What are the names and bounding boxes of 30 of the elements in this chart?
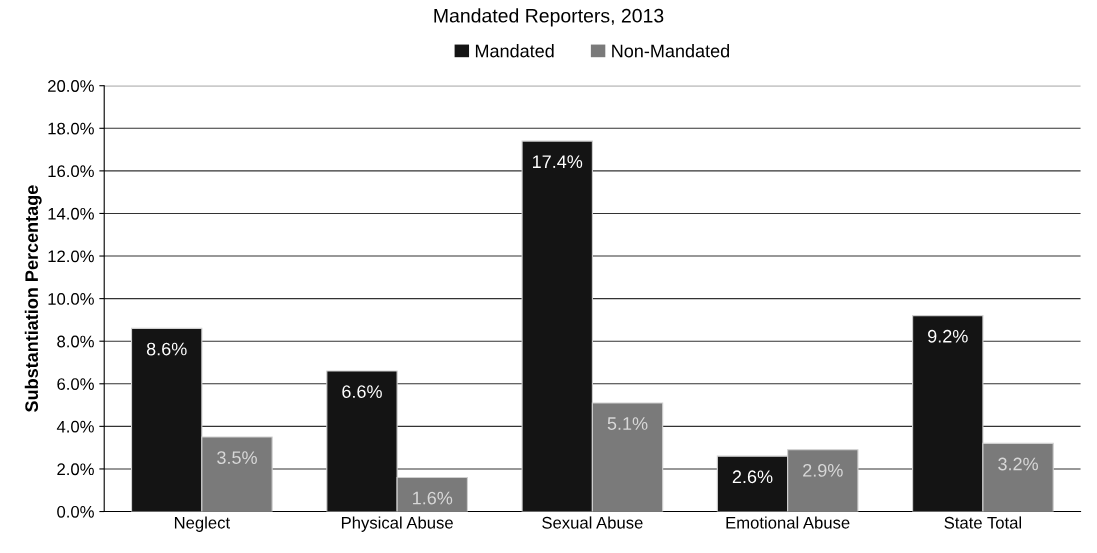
y-tick-label: 12.0% bbox=[48, 250, 94, 263]
x-tick-label: Physical Abuse bbox=[341, 516, 453, 532]
y-tick-label: 18.0% bbox=[48, 122, 94, 135]
data-label: 3.5% bbox=[217, 451, 257, 464]
data-label: 5.1% bbox=[607, 417, 648, 430]
legend-label: Non-Mandated bbox=[612, 44, 730, 58]
data-label: 8.6% bbox=[146, 342, 187, 356]
data-label: 17.4% bbox=[533, 155, 583, 168]
y-axis-title: Substantiation Percentage bbox=[24, 185, 42, 412]
data-label: 6.6% bbox=[342, 385, 382, 398]
x-tick-label: State Total bbox=[944, 516, 1022, 529]
x-tick-label: Sexual Abuse bbox=[542, 516, 643, 529]
chart-title: Mandated Reporters, 2013 bbox=[434, 8, 664, 27]
data-label: 9.2% bbox=[928, 329, 968, 343]
y-tick-label: 16.0% bbox=[48, 165, 94, 178]
data-label: 3.2% bbox=[998, 457, 1038, 471]
y-tick-label: 10.0% bbox=[48, 293, 94, 305]
x-tick-label: Emotional Abuse bbox=[726, 516, 850, 529]
legend-label: Mandated bbox=[475, 44, 554, 58]
data-label: 2.6% bbox=[732, 470, 773, 484]
data-label: 2.9% bbox=[803, 463, 843, 477]
y-tick-label: 20.0% bbox=[48, 80, 94, 92]
data-label: 1.6% bbox=[413, 491, 453, 505]
x-tick-label: Neglect bbox=[174, 516, 230, 532]
y-tick-label: 6.0% bbox=[57, 378, 94, 390]
y-tick-label: 4.0% bbox=[56, 420, 94, 433]
y-tick-label: 2.0% bbox=[57, 463, 94, 476]
y-tick-label: 0.0% bbox=[57, 505, 94, 518]
y-tick-label: 14.0% bbox=[48, 207, 94, 220]
y-tick-label: 8.0% bbox=[57, 335, 94, 348]
